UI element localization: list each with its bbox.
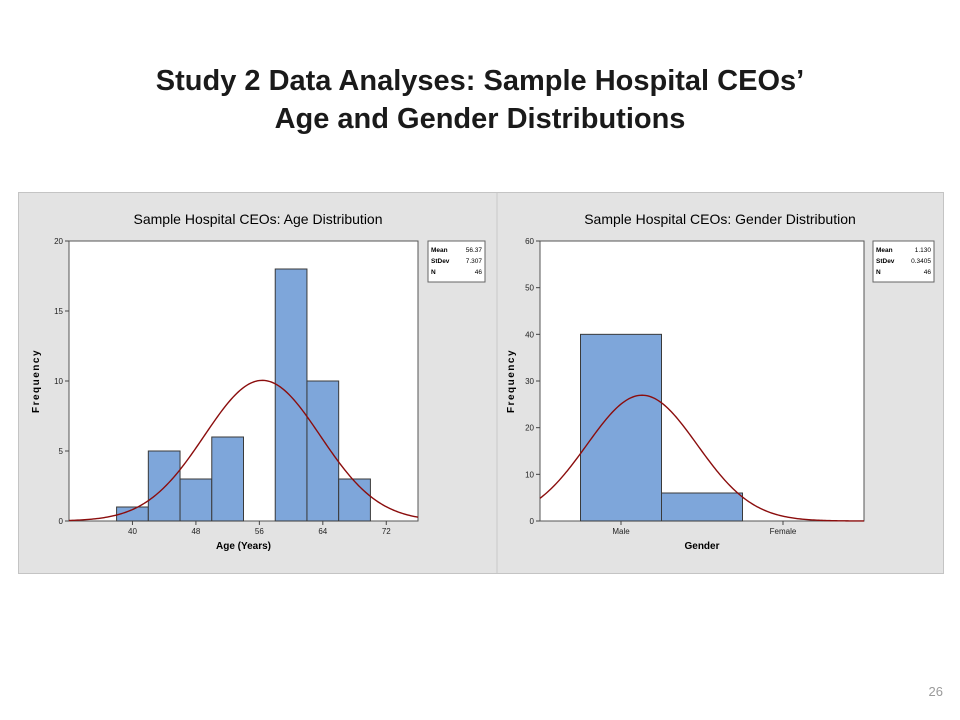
histogram-bar — [147, 450, 181, 522]
x-axis-label: Gender — [684, 541, 719, 552]
y-tick-label: 0 — [59, 517, 64, 526]
x-tick-label: Female — [770, 527, 797, 536]
slide-title: Study 2 Data Analyses: Sample Hospital C… — [0, 62, 960, 138]
y-tick-label: 10 — [54, 377, 63, 386]
histogram-bar — [306, 380, 340, 522]
stats-label: Mean — [876, 247, 893, 254]
chart-title: Sample Hospital CEOs: Gender Distributio… — [584, 211, 856, 227]
histogram-bar — [580, 333, 662, 522]
stats-legend: Mean 56.37 StDev 7.307 N 46 — [427, 240, 486, 283]
x-tick-label: Male — [612, 527, 630, 536]
y-tick-label: 15 — [54, 307, 63, 316]
stats-legend-box — [427, 240, 486, 283]
histogram-bar — [338, 478, 371, 522]
normal-fit-curve — [68, 379, 419, 522]
charts-svg: Sample Hospital CEOs: Age Distribution 0 5… — [31, 193, 935, 573]
page-number: 26 — [928, 684, 943, 699]
stats-label: StDev — [431, 258, 450, 265]
stats-label: Mean — [431, 247, 448, 254]
x-tick-label: 72 — [382, 527, 391, 536]
x-axis-label: Age (Years) — [216, 541, 271, 552]
histogram-bar — [661, 492, 743, 522]
y-tick-label: 20 — [54, 237, 63, 246]
y-tick-label: 20 — [525, 424, 534, 433]
x-tick-label: 64 — [318, 527, 327, 536]
y-tick-label: 50 — [525, 284, 534, 293]
histogram-bar — [211, 436, 244, 522]
stats-value: 1.130 — [915, 247, 932, 254]
y-axis-label: Frequency — [31, 349, 42, 413]
stats-label: N — [431, 269, 436, 276]
y-tick-label: 0 — [530, 517, 535, 526]
stats-value: 46 — [924, 269, 932, 276]
x-tick-label: 56 — [255, 527, 264, 536]
slide-title-line1: Study 2 Data Analyses: Sample Hospital C… — [155, 65, 805, 97]
histogram-bar — [274, 268, 308, 522]
stats-legend-box — [872, 240, 935, 283]
charts-panel: Sample Hospital CEOs: Age Distribution 0 5… — [18, 192, 944, 574]
y-tick-label: 30 — [525, 377, 534, 386]
y-tick-label: 60 — [525, 237, 534, 246]
histogram-bar — [179, 478, 213, 522]
y-tick-label: 5 — [59, 447, 64, 456]
stats-legend: Mean 1.130 StDev 0.3405 N 46 — [872, 240, 935, 283]
chart-gender: Sample Hospital CEOs: Gender Distributio… — [506, 211, 935, 552]
stats-value: 56.37 — [466, 247, 483, 254]
normal-fit-curve — [539, 394, 864, 522]
x-tick-label: 48 — [191, 527, 200, 536]
x-tick-label: 40 — [128, 527, 137, 536]
stats-label: N — [876, 269, 881, 276]
stats-value: 46 — [475, 269, 483, 276]
stats-label: StDev — [876, 258, 895, 265]
y-tick-label: 40 — [525, 330, 534, 339]
y-axis-label: Frequency — [506, 349, 517, 413]
slide-title-line2: Age and Gender Distributions — [274, 103, 686, 135]
stats-value: 7.307 — [466, 258, 483, 265]
stats-value: 0.3405 — [911, 258, 931, 265]
chart-title: Sample Hospital CEOs: Age Distribution — [134, 211, 383, 227]
chart-age: Sample Hospital CEOs: Age Distribution 0 5… — [31, 211, 486, 552]
y-tick-label: 10 — [525, 470, 534, 479]
